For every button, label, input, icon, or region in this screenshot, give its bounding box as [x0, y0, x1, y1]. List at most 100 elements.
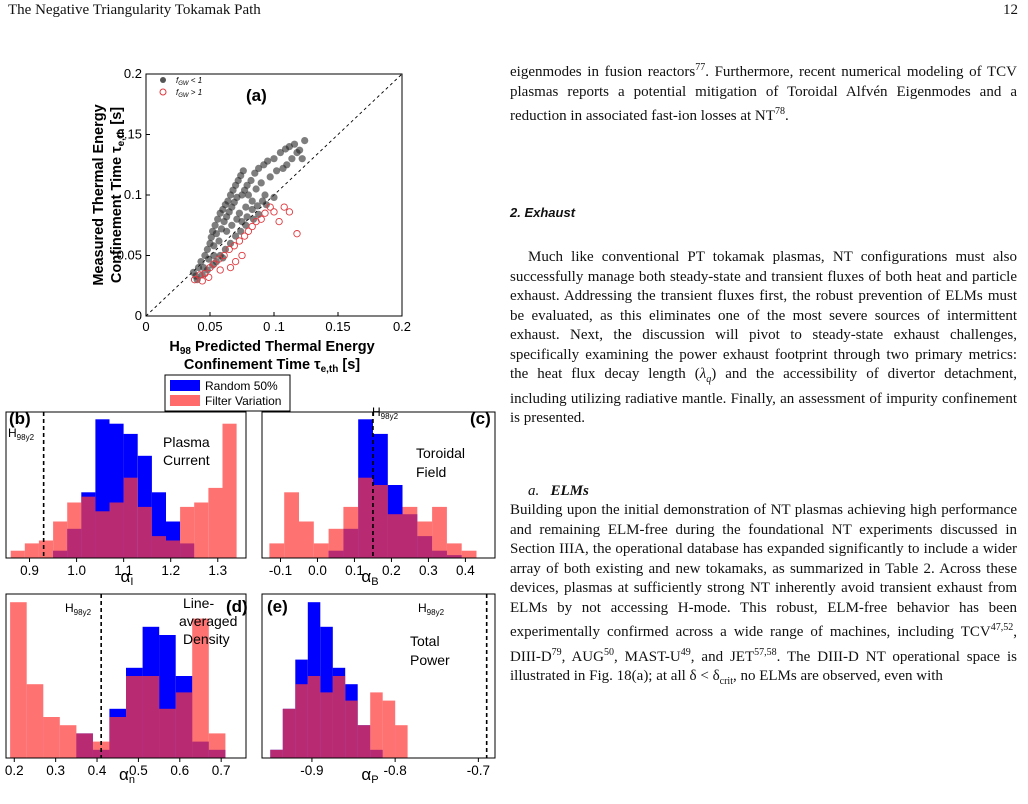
bar-filter-variation	[151, 536, 166, 558]
panel-frame	[261, 593, 496, 759]
x-tick-label: -0.1	[269, 563, 292, 578]
x-tick-label: 0.2	[393, 319, 411, 334]
bar-filter-variation	[343, 506, 359, 558]
point-fgw-high	[201, 269, 209, 278]
point-fgw-high	[275, 217, 283, 226]
panel-e-label: (e)	[267, 597, 288, 616]
bar-filter-variation	[432, 506, 447, 558]
running-title: The Negative Triangularity Tokamak Path	[8, 2, 261, 18]
point-fgw-low	[228, 221, 236, 229]
point-fgw-high	[280, 203, 288, 211]
panel-d-histogram: 0.2 0.3 0.4 0.5 0.6 0.7	[5, 593, 247, 778]
point-fgw-low	[203, 245, 211, 253]
bar-filter-variation	[370, 692, 383, 758]
bar-filter-variation	[307, 676, 321, 758]
bar-filter-variation	[395, 725, 408, 758]
y-tick-label: 0.05	[117, 248, 142, 263]
panel-e-title2: Power	[410, 652, 450, 668]
bar-filter-variation	[417, 521, 433, 558]
point-fgw-low	[235, 209, 243, 217]
point-fgw-low	[248, 197, 256, 205]
point-fgw-low	[226, 239, 235, 247]
panel-d-h98: H98y2	[65, 601, 92, 617]
point-fgw-low	[215, 237, 223, 245]
panel-e-xlabel: αP	[361, 765, 378, 786]
svg-text:H98 Predicted Thermal Energy: H98 Predicted Thermal Energy	[169, 339, 374, 357]
x-tick-label: 1.1	[114, 563, 133, 578]
panel-d-xlabel: αn	[119, 765, 135, 786]
paragraph-elms: Building upon the initial demonstration …	[510, 502, 1017, 687]
legend-label-fgw-high: fGW > 1	[176, 88, 202, 99]
point-fgw-low	[219, 254, 227, 262]
point-fgw-low	[205, 255, 213, 263]
x-tick-label: 0.2	[5, 763, 24, 778]
bar-filter-variation	[320, 692, 333, 758]
bar-filter-variation	[67, 502, 82, 558]
subsection-heading-elms: a. ELMs	[528, 483, 589, 499]
x-tick-label: 1.3	[208, 563, 227, 578]
panel-b-title2: Current	[163, 452, 210, 468]
point-fgw-low	[251, 169, 259, 177]
bar-filter-variation	[194, 502, 209, 558]
point-fgw-low	[232, 232, 240, 240]
point-fgw-low	[276, 149, 284, 157]
legend-marker-fgw-high	[159, 88, 167, 96]
svg-text:Confinement Time τe,th [s]: Confinement Time τe,th [s]	[184, 357, 360, 375]
panel-b-h98: H98y2	[8, 426, 35, 442]
point-fgw-low	[223, 227, 231, 235]
panel-c-label: (c)	[470, 409, 491, 428]
x-tick-label: 1.2	[161, 563, 180, 578]
panel-d-title3: Density	[183, 631, 230, 647]
point-fgw-high	[238, 251, 246, 260]
x-tick-label: 0.1	[345, 563, 364, 578]
point-fgw-low	[252, 185, 260, 193]
point-fgw-low	[194, 264, 203, 272]
x-tick-label: 0.7	[212, 763, 231, 778]
point-fgw-low	[264, 157, 272, 165]
bar-filter-variation	[53, 521, 68, 558]
x-tick-label: -0.8	[384, 763, 407, 778]
point-fgw-low	[301, 137, 309, 145]
point-fgw-high	[198, 277, 206, 285]
panel-a-label: (a)	[246, 86, 267, 105]
point-fgw-low	[221, 245, 229, 253]
x-tick-label: 0.05	[197, 319, 222, 334]
point-fgw-high	[235, 237, 244, 245]
point-fgw-low	[210, 251, 218, 260]
x-tick-label: 0.15	[325, 319, 350, 334]
bar-filter-variation	[270, 749, 283, 758]
x-tick-label: 0.5	[129, 763, 148, 778]
point-fgw-low	[243, 213, 251, 221]
panel-c-title1: Toroidal	[416, 445, 465, 461]
bar-filter-variation	[43, 717, 60, 758]
bar-filter-variation	[284, 492, 299, 558]
bar-filter-variation	[10, 602, 27, 758]
point-fgw-high	[266, 203, 274, 211]
point-fgw-high	[261, 209, 269, 217]
point-fgw-low	[298, 155, 306, 163]
bar-filter-variation	[446, 543, 462, 558]
point-fgw-high	[285, 208, 294, 216]
x-tick-label: 0.9	[20, 563, 39, 578]
point-fgw-low	[283, 161, 291, 169]
bar-filter-variation	[159, 708, 176, 758]
point-fgw-high	[215, 255, 223, 263]
bar-filter-variation	[208, 733, 226, 758]
point-fgw-low	[288, 155, 296, 163]
y-tick-label: 0	[135, 308, 142, 323]
point-fgw-low	[248, 205, 256, 214]
point-fgw-low	[258, 197, 267, 205]
point-fgw-low	[243, 181, 251, 189]
point-fgw-low	[255, 164, 263, 172]
x-tick-label: 0.2	[382, 563, 401, 578]
point-fgw-high	[293, 230, 301, 238]
bar-filter-variation	[109, 717, 126, 758]
point-fgw-low	[261, 191, 269, 199]
legend-swatch-random	[170, 380, 200, 391]
point-fgw-high	[190, 276, 199, 284]
bar-filter-variation	[10, 550, 25, 558]
bar-filter-variation	[208, 487, 223, 558]
bar-filter-variation	[180, 506, 195, 558]
x-tick-label: 1.0	[67, 563, 86, 578]
bar-filter-variation	[387, 514, 403, 558]
